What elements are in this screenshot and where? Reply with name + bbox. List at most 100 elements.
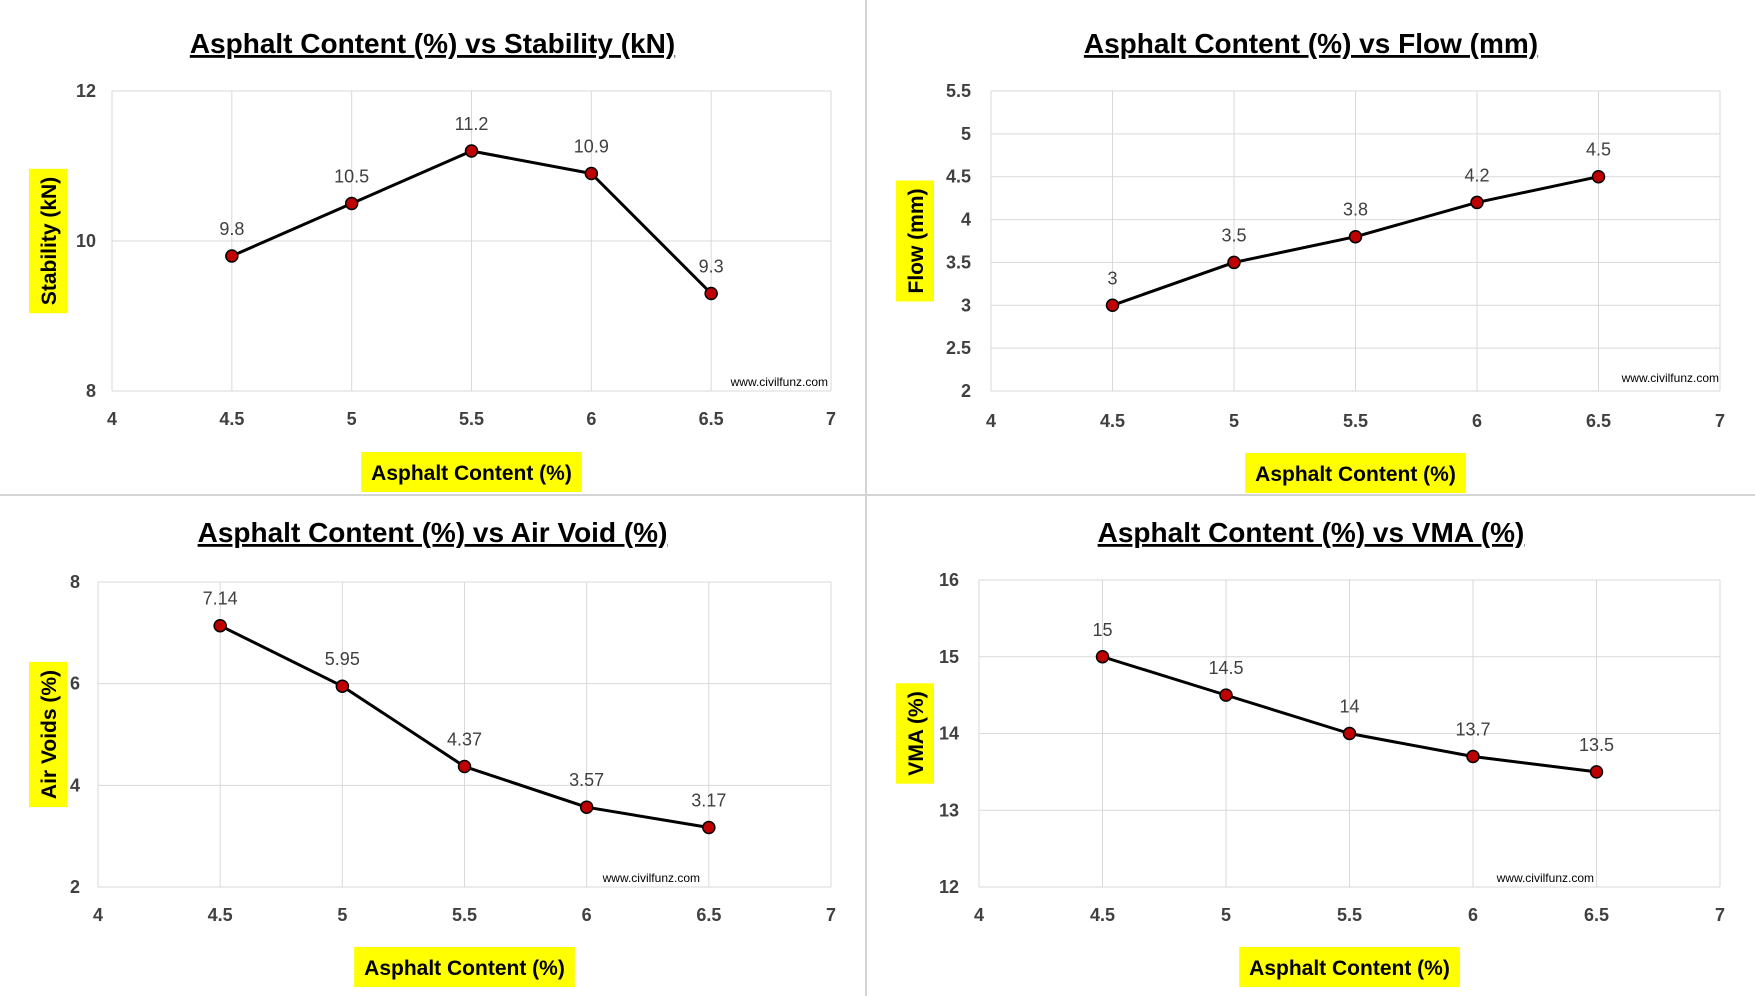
y-tick-label: 6 xyxy=(70,674,80,694)
data-point xyxy=(1095,650,1110,664)
y-tick-label: 2.5 xyxy=(946,338,971,358)
chart-svg: Asphalt Content (%) vs VMA (%) 4 4.5 5 5.5 6 6… xyxy=(896,517,1725,987)
x-axis-label-highlight xyxy=(1239,947,1460,987)
x-tick-label: 6.5 xyxy=(1584,905,1609,925)
data-label: 11.2 xyxy=(455,114,489,134)
x-tick-label: 6.5 xyxy=(699,409,724,429)
data-point xyxy=(704,286,718,301)
data-point xyxy=(1470,195,1484,210)
y-axis-label: Air Voids (%) xyxy=(38,670,61,799)
y-tick-label: 12 xyxy=(76,81,96,101)
x-tick-label: 5.5 xyxy=(452,905,477,925)
x-axis-label-highlight xyxy=(354,947,575,987)
data-label: 13.5 xyxy=(1579,735,1614,755)
chart-title: Asphalt Content (%) vs VMA (%) xyxy=(1098,517,1525,548)
x-tick-label: 4 xyxy=(107,409,117,429)
x-tick-label: 5.5 xyxy=(1343,411,1368,431)
chart-panel-vma: Asphalt Content (%) vs VMA (%) 4 4.5 5 5.5 6 6… xyxy=(867,496,1755,996)
x-tick-label: 7 xyxy=(1715,411,1725,431)
y-tick-label: 4.5 xyxy=(946,167,971,187)
x-tick-label: 4.5 xyxy=(219,409,244,429)
data-point xyxy=(1348,229,1363,244)
y-axis-label: Flow (mm) xyxy=(905,189,928,294)
x-axis-label: Asphalt Content (%) xyxy=(1255,463,1456,486)
x-tick-label: 4 xyxy=(986,411,996,431)
x-tick-label: 7 xyxy=(826,905,836,925)
data-point xyxy=(584,166,599,181)
x-tick-label: 5.5 xyxy=(1337,905,1362,925)
y-tick-label: 8 xyxy=(70,572,80,592)
x-axis-label: Asphalt Content (%) xyxy=(1249,957,1450,980)
data-label: 4.37 xyxy=(447,730,482,750)
data-label: 5.95 xyxy=(325,649,360,669)
y-tick-label: 2 xyxy=(70,877,80,897)
y-tick-label: 16 xyxy=(939,570,959,590)
x-tick-label: 6 xyxy=(1468,905,1478,925)
x-tick-label: 6.5 xyxy=(1586,411,1611,431)
y-tick-label: 4 xyxy=(961,210,971,230)
chart-svg: Asphalt Content (%) vs Stability (kN) 4 4.… xyxy=(29,28,836,492)
data-label: 3.8 xyxy=(1343,200,1368,220)
data-label: 9.8 xyxy=(219,219,244,239)
data-point xyxy=(702,820,716,835)
chart-title: Asphalt Content (%) vs Stability (kN) xyxy=(190,28,675,59)
chart-svg: Asphalt Content (%) vs Flow (mm) 4 4.5 5 5.5… xyxy=(896,28,1725,493)
x-tick-label: 4.5 xyxy=(208,905,233,925)
data-point xyxy=(579,800,594,814)
y-tick-label: 12 xyxy=(939,877,959,897)
x-axis-label: Asphalt Content (%) xyxy=(364,957,565,980)
data-label: 14.5 xyxy=(1208,658,1243,678)
data-point xyxy=(464,144,479,158)
x-tick-label: 7 xyxy=(826,409,836,429)
x-axis-label-highlight xyxy=(1245,453,1466,493)
data-point xyxy=(225,249,239,263)
x-tick-label: 4.5 xyxy=(1100,411,1125,431)
data-point xyxy=(1589,765,1604,779)
data-label: 14 xyxy=(1339,697,1359,717)
data-label: 13.7 xyxy=(1455,720,1490,740)
x-tick-label: 5.5 xyxy=(459,409,484,429)
x-tick-label: 5 xyxy=(347,409,357,429)
chart-panel-stability: Asphalt Content (%) vs Stability (kN) 4 4.… xyxy=(0,0,865,494)
data-label: 7.14 xyxy=(203,589,238,609)
data-point xyxy=(344,196,359,211)
x-tick-label: 4.5 xyxy=(1090,905,1115,925)
data-label: 4.5 xyxy=(1586,140,1611,160)
y-axis-label: Stability (kN) xyxy=(38,177,61,305)
data-point xyxy=(1591,169,1606,184)
data-point xyxy=(1105,298,1120,313)
y-axis-label-group: Air Voids (%) xyxy=(29,661,67,808)
data-label: 4.2 xyxy=(1464,165,1489,185)
y-axis-label-group: Flow (mm) xyxy=(896,180,934,302)
y-tick-label: 5 xyxy=(961,124,971,144)
y-tick-label: 8 xyxy=(86,381,96,401)
data-point xyxy=(335,679,350,693)
y-tick-label: 3.5 xyxy=(946,252,971,272)
x-tick-label: 4 xyxy=(974,905,984,925)
y-tick-label: 13 xyxy=(939,800,959,820)
watermark-text: www.civilfunz.com xyxy=(1621,371,1719,385)
x-tick-label: 4 xyxy=(93,905,103,925)
chart-panel-air-voids: Asphalt Content (%) vs Air Void (%) 4 4.5 5… xyxy=(0,496,865,996)
y-tick-label: 3 xyxy=(961,295,971,315)
x-tick-label: 5 xyxy=(1229,411,1239,431)
y-tick-label: 15 xyxy=(939,647,959,667)
data-label: 9.3 xyxy=(699,257,724,277)
x-tick-label: 6 xyxy=(582,905,592,925)
data-label: 10.9 xyxy=(574,137,609,157)
data-label: 3.17 xyxy=(691,791,726,811)
data-label: 3.57 xyxy=(569,770,604,790)
x-axis-label: Asphalt Content (%) xyxy=(371,462,572,485)
x-tick-label: 5 xyxy=(337,905,347,925)
chart-title: Asphalt Content (%) vs Flow (mm) xyxy=(1084,28,1538,59)
y-axis-label: VMA (%) xyxy=(905,691,928,775)
y-axis-label-highlight xyxy=(896,683,934,784)
watermark-text: www.civilfunz.com xyxy=(1496,871,1594,885)
watermark-text: www.civilfunz.com xyxy=(602,871,700,885)
data-point xyxy=(1227,255,1241,270)
data-point xyxy=(1219,688,1233,702)
y-axis-label-highlight xyxy=(29,661,67,808)
y-tick-label: 14 xyxy=(939,724,959,744)
x-axis-label-highlight xyxy=(361,452,582,492)
